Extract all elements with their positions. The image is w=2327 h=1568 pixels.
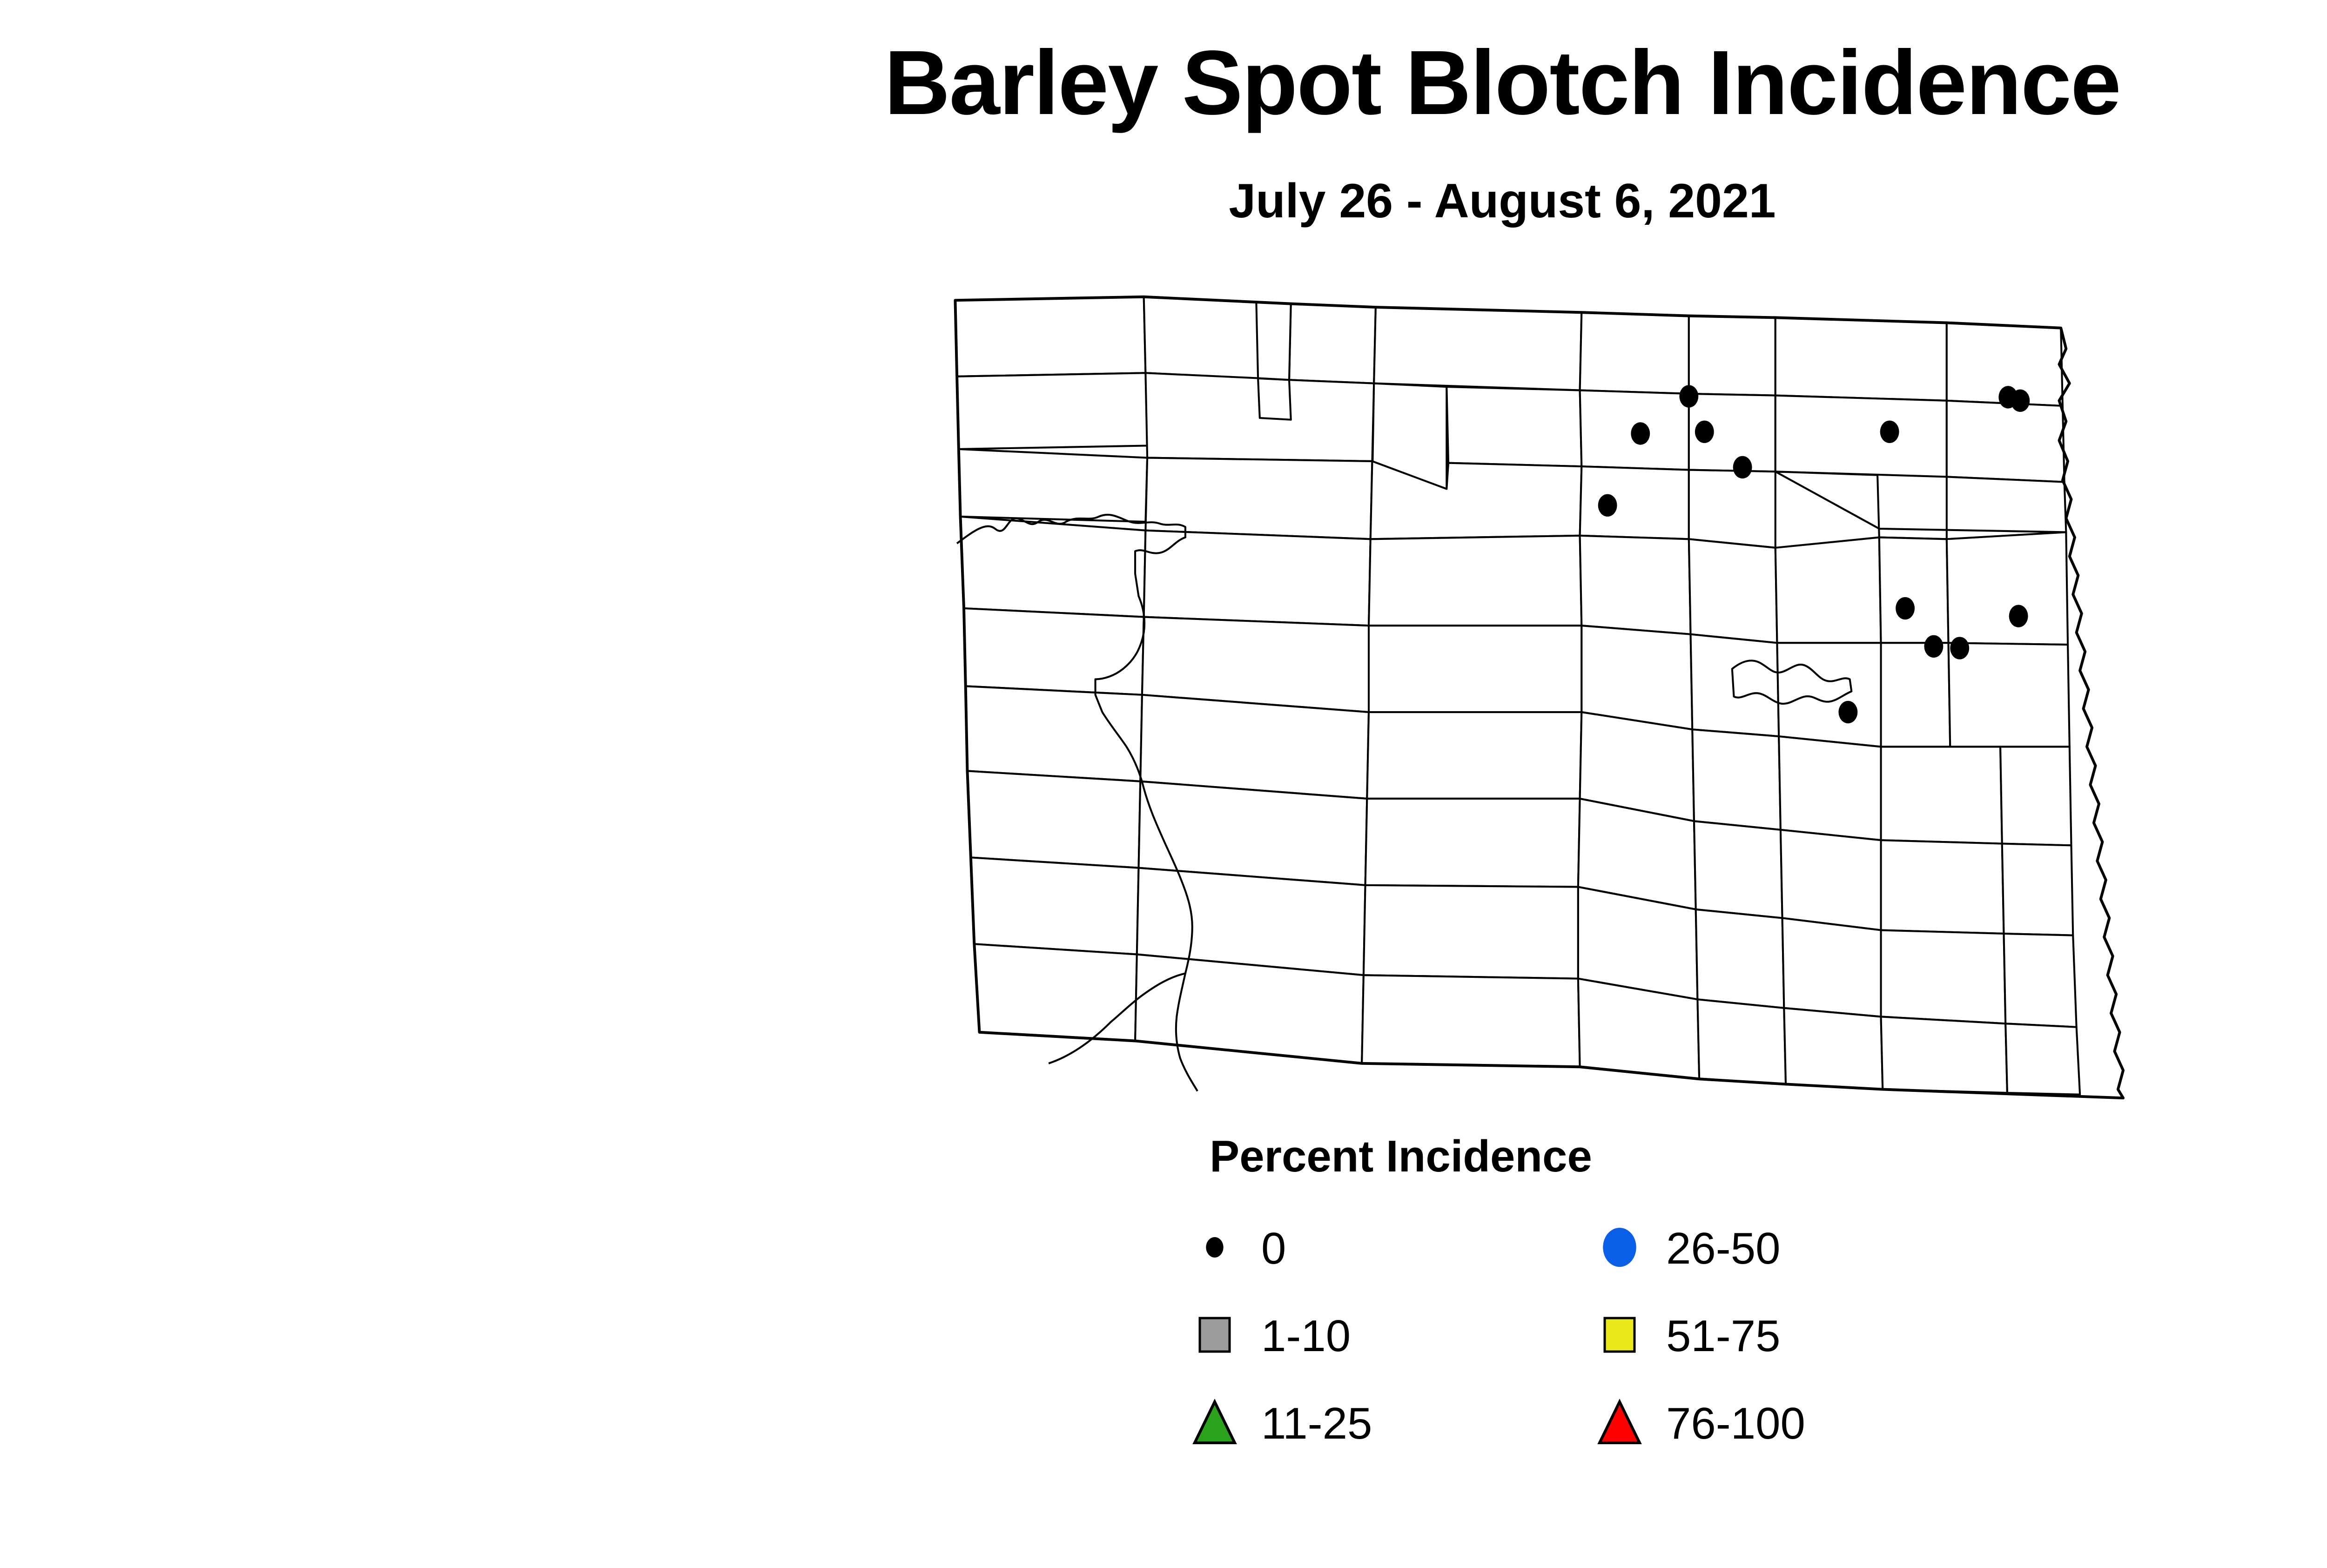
map-data-point (1733, 456, 1752, 479)
legend-symbol-square-yellow (1592, 1307, 1648, 1363)
map-svg (954, 295, 2125, 1100)
legend-symbol-square-gray (1187, 1307, 1243, 1363)
map-data-point (1695, 420, 1714, 443)
legend-item-label: 26-50 (1666, 1224, 1781, 1273)
data-points-layer (1598, 385, 2030, 724)
page-subtitle: July 26 - August 6, 2021 (1229, 174, 1776, 228)
devils-lake (1731, 660, 1853, 705)
legend-symbol-triangle-green (1187, 1394, 1243, 1450)
legend-item-label: 1-10 (1261, 1311, 1351, 1361)
missouri-river (956, 513, 1198, 1092)
state-outline (954, 295, 2125, 1100)
map-data-point (1598, 494, 1617, 517)
map-data-point (1896, 597, 1915, 620)
legend-symbol-triangle-red (1592, 1394, 1648, 1450)
map-data-point (1880, 420, 1899, 443)
page-title: Barley Spot Blotch Incidence (884, 32, 2121, 134)
legend-item-label: 76-100 (1666, 1399, 1805, 1448)
map-data-point (1924, 635, 1944, 658)
legend-symbol-circle-black (1187, 1219, 1243, 1275)
legend-item-label: 0 (1261, 1224, 1286, 1273)
map-legend: Percent Incidence 0 1-10 11-25 26-50 (1126, 1126, 2011, 1536)
map-data-point (1950, 637, 1970, 660)
legend-item-label: 51-75 (1666, 1311, 1781, 1361)
north-dakota-map (884, 261, 2234, 1103)
legend-item-label: 11-25 (1261, 1399, 1372, 1448)
map-data-point (1679, 385, 1699, 408)
map-data-point (1631, 422, 1650, 445)
map-data-point (1838, 700, 1858, 724)
legend-title: Percent Incidence (1210, 1131, 1592, 1181)
map-data-point (2011, 389, 2030, 412)
map-data-point (2009, 605, 2028, 627)
legend-symbol-circle-blue (1592, 1219, 1648, 1275)
county-layer (954, 296, 2081, 1096)
